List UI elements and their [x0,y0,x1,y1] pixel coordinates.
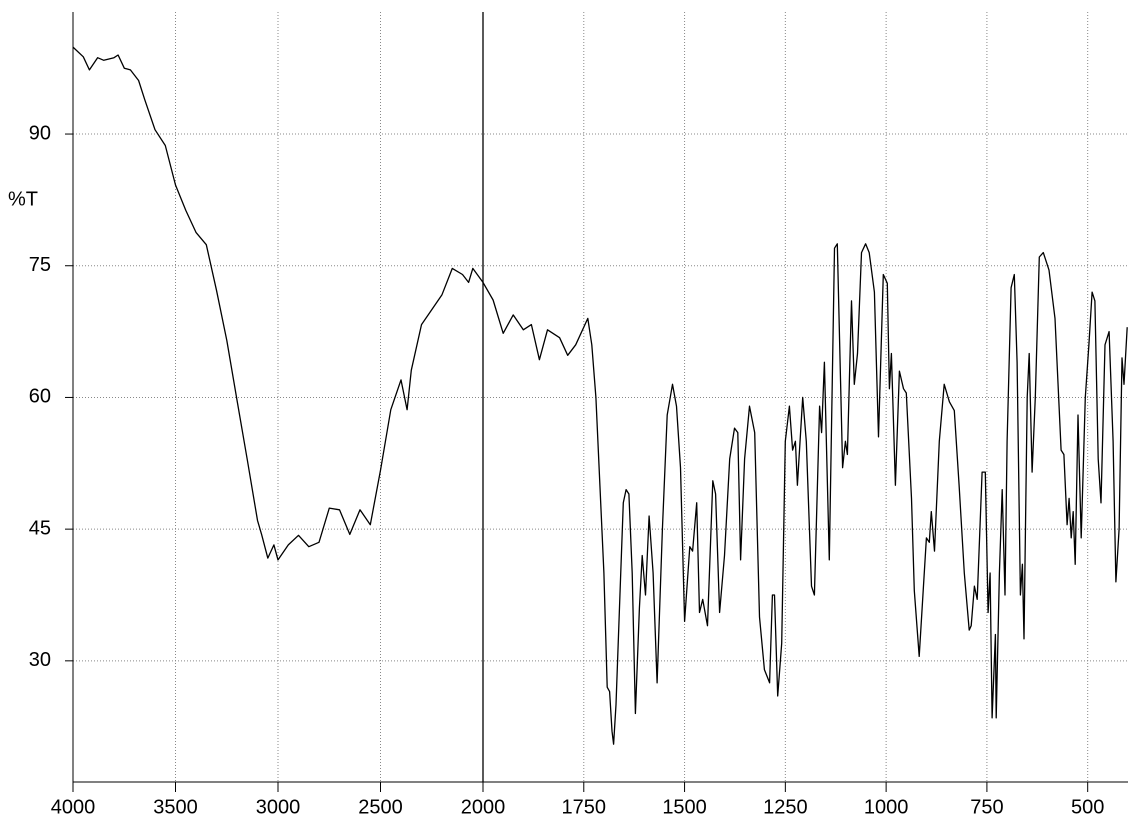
x-tick-label: 2000 [461,796,506,818]
x-tick-label: 2500 [358,796,403,818]
y-tick-label: 60 [29,386,51,408]
spectrum-line [72,46,1128,745]
y-tick-label: 90 [29,122,51,144]
x-tick-label: 1000 [864,796,909,818]
y-tick-label: 30 [29,649,51,671]
x-tick-label: 1750 [562,796,607,818]
x-tick-label: 4000 [51,796,96,818]
y-tick-label: 45 [29,517,51,539]
x-tick-label: 750 [970,796,1003,818]
x-tick-label: 1250 [763,796,808,818]
y-tick-label: 75 [29,254,51,276]
y-axis-label: %T [8,188,38,210]
x-tick-label: 1500 [662,796,707,818]
x-tick-label: 3000 [256,796,301,818]
x-tick-label: 3500 [153,796,198,818]
x-tick-label: 500 [1071,796,1104,818]
